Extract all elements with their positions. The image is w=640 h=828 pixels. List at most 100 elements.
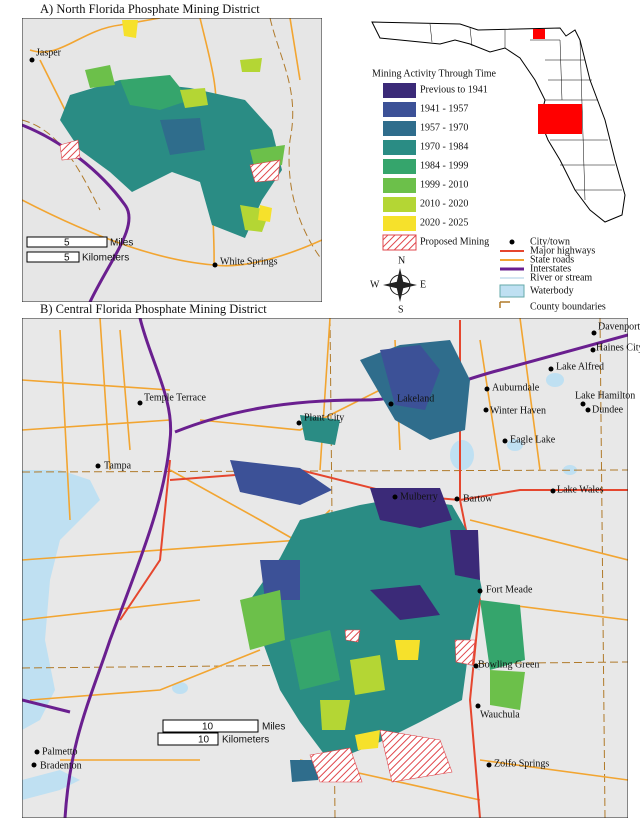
panel-b-map bbox=[22, 318, 628, 818]
legend-label: 2020 - 2025 bbox=[420, 217, 468, 228]
legend-label: 1984 - 1999 bbox=[420, 160, 468, 171]
legend-swatch bbox=[383, 159, 416, 174]
scale-unit: Miles bbox=[110, 238, 133, 249]
city-label: Lake Wales bbox=[557, 484, 604, 495]
reference-label: Interstates bbox=[530, 263, 571, 274]
city-dot bbox=[212, 262, 218, 268]
city-dot bbox=[392, 494, 398, 500]
compass: N S W E bbox=[370, 255, 426, 315]
mining-area bbox=[59, 139, 81, 161]
mining-area bbox=[249, 159, 281, 183]
legend-title: Mining Activity Through Time bbox=[372, 68, 497, 79]
city-label: Lakeland bbox=[397, 393, 434, 404]
legend-swatch bbox=[383, 83, 416, 98]
mining-area bbox=[180, 88, 208, 108]
symbol bbox=[499, 301, 510, 308]
city-dot bbox=[585, 407, 591, 413]
place-labels: Jasper White Springs Davenport Haines City L… bbox=[29, 47, 640, 771]
city-label: Davenport bbox=[598, 321, 640, 332]
legend-label: Previous to 1941 bbox=[420, 84, 488, 95]
legend-swatch bbox=[383, 197, 416, 212]
city-label: Palmetto bbox=[42, 746, 78, 757]
compass-e: E bbox=[420, 279, 426, 290]
city-dot bbox=[484, 386, 490, 392]
legend-swatch bbox=[382, 234, 417, 251]
mining-area bbox=[320, 700, 350, 730]
mining-area bbox=[250, 498, 482, 762]
mining-area bbox=[370, 585, 440, 620]
reference-label: State roads bbox=[530, 254, 574, 265]
city-dot bbox=[388, 401, 394, 407]
compass-s: S bbox=[398, 304, 404, 315]
city-dot bbox=[548, 366, 554, 372]
reference-label: Waterbody bbox=[530, 285, 574, 296]
city-dot bbox=[473, 663, 479, 669]
reference-label: City/town bbox=[530, 236, 570, 247]
legend-label: 2010 - 2020 bbox=[420, 198, 468, 209]
legend-swatch bbox=[383, 140, 416, 155]
city-dot bbox=[31, 762, 37, 768]
city-dot bbox=[483, 407, 489, 413]
reference-label: County boundaries bbox=[530, 301, 606, 312]
mining-area bbox=[258, 205, 272, 222]
city-dot bbox=[475, 703, 481, 709]
scale-value: 5 bbox=[64, 238, 70, 249]
mining-area bbox=[380, 345, 440, 410]
city-label: Winter Haven bbox=[490, 405, 546, 416]
mining-area bbox=[60, 80, 282, 238]
legend-swatch bbox=[383, 102, 416, 117]
city-dot bbox=[590, 347, 596, 353]
panel-b-title: B) Central Florida Phosphate Mining Dist… bbox=[40, 302, 267, 316]
mining-area bbox=[85, 65, 115, 88]
city-dot bbox=[477, 588, 483, 594]
mining-area bbox=[379, 729, 453, 783]
reference-label: River or stream bbox=[530, 272, 592, 283]
mining-area bbox=[309, 747, 363, 783]
city-dot bbox=[137, 400, 143, 406]
mining-area bbox=[300, 415, 340, 445]
mining-area bbox=[240, 58, 262, 72]
legend-label: 1941 - 1957 bbox=[420, 103, 468, 114]
city-dot bbox=[296, 420, 302, 426]
city-dot bbox=[486, 762, 492, 768]
mining-area bbox=[230, 460, 332, 505]
legend-label: Proposed Mining bbox=[420, 236, 489, 247]
city-label: Temple Terrace bbox=[144, 392, 207, 403]
scale-bar bbox=[26, 251, 80, 263]
mining-area bbox=[350, 655, 385, 695]
mining-area bbox=[120, 75, 190, 110]
scale-value: 10 bbox=[202, 722, 214, 733]
city-label: Wauchula bbox=[480, 709, 520, 720]
mining-area bbox=[160, 118, 205, 155]
city-label: Bartow bbox=[463, 493, 493, 504]
city-dot bbox=[454, 496, 460, 502]
legend-label: 1970 - 1984 bbox=[420, 141, 468, 152]
scale-value: 10 bbox=[198, 735, 210, 746]
florida-inset bbox=[371, 21, 626, 223]
symbol bbox=[499, 284, 525, 298]
panel-a-title: A) North Florida Phosphate Mining Distri… bbox=[40, 2, 260, 16]
city-label: Tampa bbox=[104, 460, 132, 471]
mining-area bbox=[454, 639, 476, 666]
scale-value: 5 bbox=[64, 253, 70, 264]
scale-unit: Miles bbox=[262, 722, 285, 733]
city-label: Lake Hamilton bbox=[575, 390, 635, 401]
mining-area bbox=[344, 629, 361, 643]
mining-area bbox=[122, 20, 138, 38]
symbol bbox=[509, 239, 515, 245]
mining-area bbox=[395, 640, 420, 660]
scale-bar bbox=[157, 732, 219, 746]
city-label: Bowling Green bbox=[478, 659, 539, 670]
city-label: Auburndale bbox=[492, 382, 540, 393]
city-label: Bradenton bbox=[40, 760, 82, 771]
scale-bar bbox=[162, 719, 259, 733]
mining-area bbox=[450, 530, 480, 580]
scale-unit: Kilometers bbox=[222, 735, 269, 746]
city-dot bbox=[502, 438, 508, 444]
reference-label: Major highways bbox=[530, 245, 595, 256]
city-label: Haines City bbox=[596, 342, 640, 353]
legend-swatch bbox=[383, 178, 416, 193]
city-label: Dundee bbox=[592, 404, 624, 415]
city-label: Eagle Lake bbox=[510, 434, 556, 445]
